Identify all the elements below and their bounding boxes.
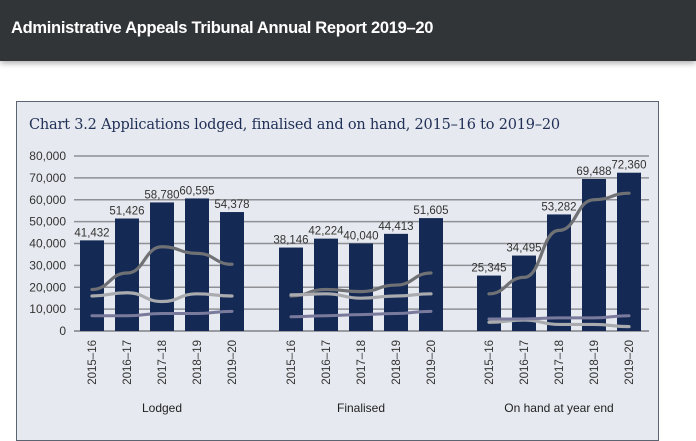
trend-dark-line [487, 191, 631, 296]
bar [80, 240, 104, 331]
app-header: Administrative Appeals Tribunal Annual R… [0, 0, 696, 61]
y-tick-label: 70,000 [29, 171, 66, 185]
y-tick-label: 40,000 [29, 237, 66, 251]
trend-purple-line [289, 309, 433, 319]
y-axis-ticks: 0 10,000 20,000 30,000 40,000 50,000 60,000 70,… [29, 149, 66, 338]
y-tick-label: 30,000 [29, 258, 66, 272]
x-tick-label: 2017–18 [554, 340, 566, 385]
data-label: 69,488 [576, 166, 611, 178]
x-tick-label: 2016–17 [519, 340, 531, 385]
data-label: 40,040 [343, 230, 378, 242]
bar [185, 198, 209, 331]
bar [220, 212, 244, 331]
chart-title: Chart 3.2 Applications lodged, finalised… [29, 117, 560, 133]
data-label: 72,360 [611, 160, 646, 172]
x-tick-label: 2015–16 [87, 340, 99, 385]
x-tick-label: 2017–18 [157, 340, 169, 385]
overlay-lines [90, 191, 631, 329]
group-labels: Lodged Finalised On hand at year end [142, 401, 614, 415]
x-tick-label: 2016–17 [321, 340, 333, 385]
data-label: 53,282 [541, 201, 576, 213]
trend-dark-line [289, 271, 433, 298]
data-label: 51,605 [413, 205, 448, 217]
x-tick-label: 2018–19 [192, 340, 204, 385]
y-tick-label: 50,000 [29, 215, 66, 229]
x-tick-label: 2019–20 [227, 340, 239, 385]
data-label: 58,780 [144, 189, 179, 201]
y-tick-label: 80,000 [29, 149, 66, 163]
chart: 0 10,000 20,000 30,000 40,000 50,000 60,000 70,… [29, 149, 649, 415]
trend-dark-line [90, 245, 234, 292]
group-label: On hand at year end [504, 401, 613, 415]
y-tick-label: 0 [59, 324, 66, 338]
trend-light-line [289, 292, 433, 300]
data-label: 41,432 [74, 227, 109, 239]
data-label: 34,495 [506, 243, 541, 255]
x-tick-label: 2019–20 [426, 340, 438, 385]
y-tick-label: 60,000 [29, 193, 66, 207]
group-label: Lodged [142, 401, 182, 415]
data-label: 42,224 [308, 226, 344, 238]
y-tick-label: 10,000 [29, 302, 66, 316]
data-label: 38,146 [273, 235, 308, 247]
trend-light-line [90, 291, 234, 304]
x-tick-label: 2017–18 [356, 340, 368, 385]
x-tick-label: 2015–16 [286, 340, 298, 385]
x-axis-labels: 2015–16 2016–17 2017–18 2018–19 2019–20 2015–… [87, 340, 636, 385]
y-tick-label: 20,000 [29, 280, 66, 294]
data-label: 54,378 [214, 199, 249, 211]
data-label: 51,426 [109, 206, 144, 218]
bar [617, 172, 641, 331]
group-label: Finalised [337, 401, 385, 415]
bar [279, 247, 303, 331]
x-tick-label: 2018–19 [391, 340, 403, 385]
data-label: 44,413 [378, 221, 413, 233]
x-tick-label: 2019–20 [624, 340, 636, 385]
x-tick-label: 2018–19 [589, 340, 601, 385]
trend-light-line [487, 318, 631, 329]
report-title: Administrative Appeals Tribunal Annual R… [11, 19, 434, 37]
bar [349, 243, 373, 331]
trend-purple-line [487, 314, 631, 321]
bar [150, 202, 174, 331]
trend-purple-line [90, 309, 234, 318]
data-label: 60,595 [179, 185, 214, 197]
x-tick-label: 2015–16 [484, 340, 496, 385]
x-tick-label: 2016–17 [122, 340, 134, 385]
data-label: 25,345 [471, 263, 506, 275]
